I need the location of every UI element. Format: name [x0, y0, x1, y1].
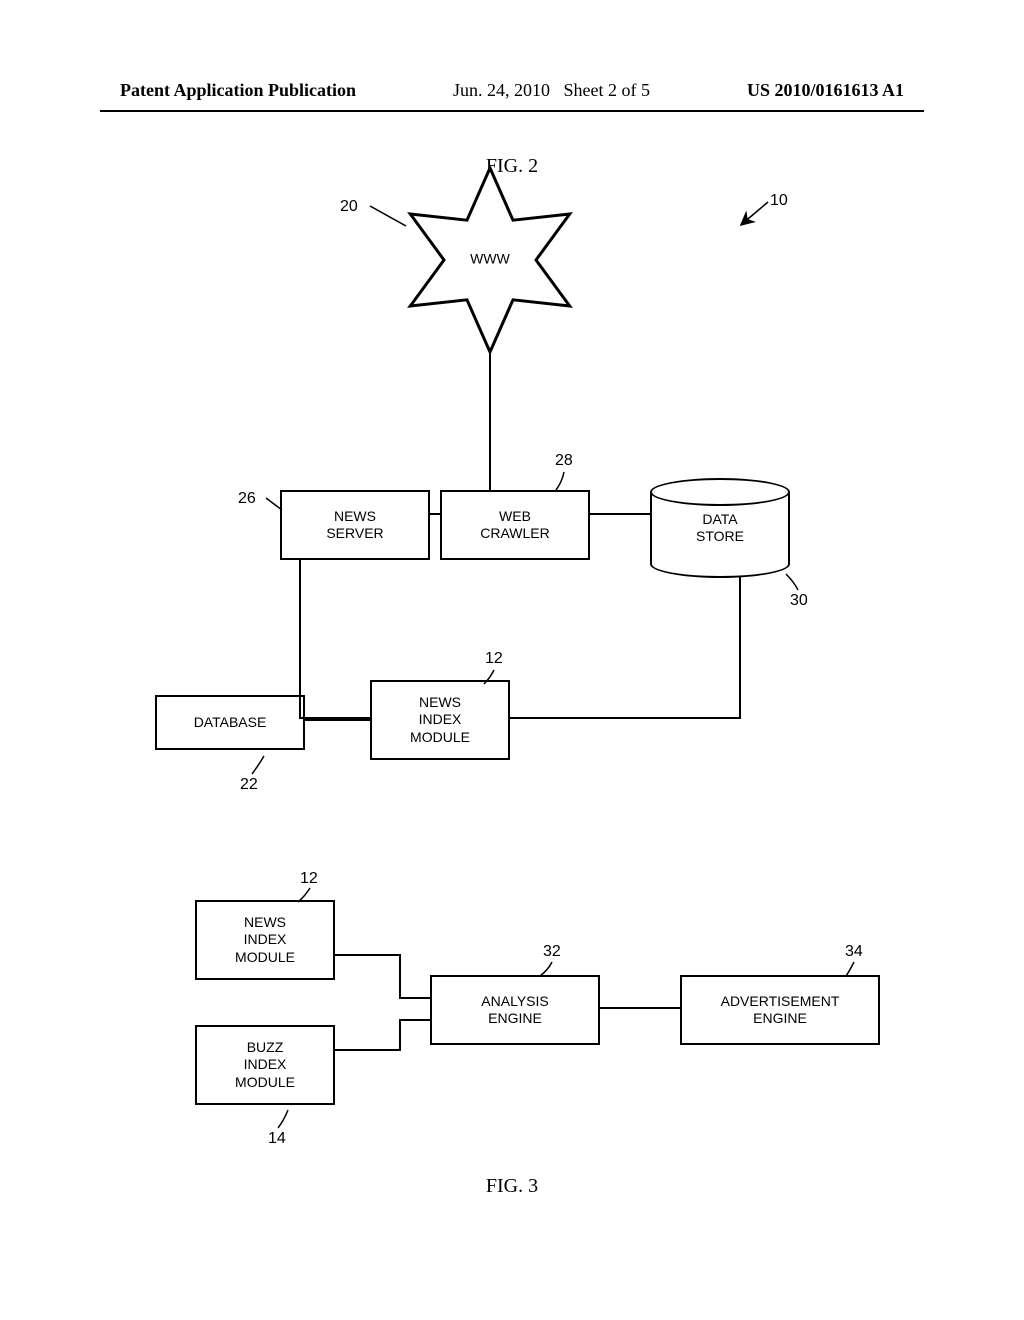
ref-34: 34 — [845, 943, 863, 961]
ref-22: 22 — [240, 776, 258, 794]
ref-12-fig3: 12 — [300, 870, 318, 888]
box-advertisement-engine: ADVERTISEMENTENGINE — [680, 975, 880, 1045]
header-date-sheet: Jun. 24, 2010 Sheet 2 of 5 — [453, 80, 650, 101]
ref-14: 14 — [268, 1130, 286, 1148]
star-www: WWW — [410, 168, 569, 352]
ref-12-fig2: 12 — [485, 650, 503, 668]
box-analysis-engine: ANALYSISENGINE — [430, 975, 600, 1045]
ref-10: 10 — [770, 192, 788, 210]
box-buzz-index-module: BUZZINDEXMODULE — [195, 1025, 335, 1105]
ref-30: 30 — [790, 592, 808, 610]
diagram-overlay: WWW — [0, 0, 1024, 1320]
fig3-title: FIG. 3 — [0, 1175, 1024, 1198]
box-web-crawler: WEBCRAWLER — [440, 490, 590, 560]
svg-text:WWW: WWW — [470, 251, 510, 267]
box-news-server: NEWSSERVER — [280, 490, 430, 560]
header-pubnumber: US 2010/0161613 A1 — [747, 80, 904, 101]
ref-32: 32 — [543, 943, 561, 961]
ref-26: 26 — [238, 490, 256, 508]
fig2-title: FIG. 2 — [0, 155, 1024, 178]
page-header: Patent Application Publication Jun. 24, … — [0, 80, 1024, 101]
ref-28: 28 — [555, 452, 573, 470]
header-publication: Patent Application Publication — [120, 80, 356, 101]
header-divider — [100, 110, 924, 112]
ref-20: 20 — [340, 198, 358, 216]
box-news-index-module-fig3: NEWSINDEXMODULE — [195, 900, 335, 980]
cylinder-data-store: DATASTORE — [650, 492, 790, 564]
box-database: DATABASE — [155, 695, 305, 750]
box-news-index-module: NEWSINDEXMODULE — [370, 680, 510, 760]
page: Patent Application Publication Jun. 24, … — [0, 0, 1024, 1320]
